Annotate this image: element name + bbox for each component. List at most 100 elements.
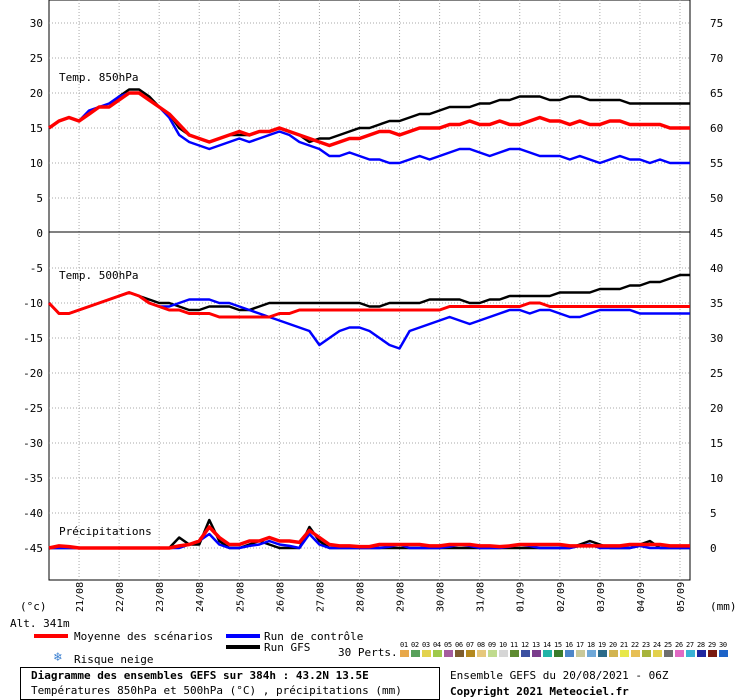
pert-swatch — [543, 650, 552, 657]
left-tick-label: -25 — [23, 402, 43, 415]
left-tick-label: 25 — [30, 52, 43, 65]
legend-gfs-line — [226, 645, 260, 649]
pert-number: 29 — [708, 641, 716, 649]
pert-number: 17 — [576, 641, 584, 649]
pert-swatch — [708, 650, 717, 657]
pert-swatch — [455, 650, 464, 657]
pert-swatch — [565, 650, 574, 657]
date-tick-label: 27/08 — [315, 582, 326, 612]
pert-number: 18 — [587, 641, 595, 649]
pert-number: 19 — [598, 641, 606, 649]
left-axis-ticks: 30 25 20 15 10 5 0 -5 -10 -15 -20 -25 -30 -35 -40 -45 — [23, 17, 43, 555]
pert-number: 20 — [609, 641, 617, 649]
pert-number: 02 — [411, 641, 419, 649]
legend-control-line — [226, 634, 260, 638]
pert-swatch — [675, 650, 684, 657]
pert-swatch — [521, 650, 530, 657]
left-tick-label: -40 — [23, 507, 43, 520]
left-tick-label: 0 — [36, 227, 43, 240]
pert-number: 09 — [488, 641, 496, 649]
pert-number: 01 — [400, 641, 408, 649]
left-tick-label: 15 — [30, 122, 43, 135]
pert-swatch — [653, 650, 662, 657]
left-tick-label: 30 — [30, 17, 43, 30]
series-moyenne-des-scenarios-panel-2 — [47, 291, 690, 319]
legend-mean-line — [34, 634, 68, 638]
right-axis-unit: (mm) — [710, 600, 737, 613]
panel-label-500: Temp. 500hPa — [59, 269, 138, 282]
right-tick-label: 60 — [710, 122, 723, 135]
date-tick-label: 01/09 — [516, 582, 527, 612]
series-lines — [47, 88, 690, 550]
right-tick-label: 70 — [710, 52, 723, 65]
right-tick-label: 75 — [710, 17, 723, 30]
right-tick-label: 5 — [710, 507, 717, 520]
date-tick-label: 22/08 — [115, 582, 126, 612]
date-tick-label: 04/09 — [636, 582, 647, 612]
series-moyenne-des-scenarios-panel-3 — [48, 525, 690, 550]
right-tick-label: 0 — [710, 542, 717, 555]
date-tick-label: 23/08 — [155, 582, 166, 612]
legend-snow-label: Risque neige — [74, 653, 154, 666]
left-tick-label: 10 — [30, 157, 43, 170]
pert-swatch — [444, 650, 453, 657]
pert-swatch — [466, 650, 475, 657]
footer-title: Diagramme des ensembles GEFS sur 384h : … — [31, 669, 369, 682]
legend-gfs-label: Run GFS — [264, 641, 311, 654]
pert-swatch — [664, 650, 673, 657]
pert-number: 03 — [422, 641, 430, 649]
perturbations-label: 30 Perts. — [338, 646, 398, 659]
pert-swatch — [620, 650, 629, 657]
pert-swatch — [554, 650, 563, 657]
series-run-gfs-panel-2 — [48, 273, 690, 315]
pert-number: 06 — [455, 641, 463, 649]
pert-number: 21 — [620, 641, 628, 649]
panel-label-precip: Précipitations — [59, 525, 152, 538]
date-tick-label: 03/09 — [596, 582, 607, 612]
footer-run-info: Ensemble GEFS du 20/08/2021 - 06Z — [450, 669, 669, 682]
pert-swatch — [499, 650, 508, 657]
pert-number: 14 — [543, 641, 551, 649]
pert-number: 10 — [499, 641, 507, 649]
left-tick-label: -20 — [23, 367, 43, 380]
pert-swatch — [719, 650, 728, 657]
pert-number: 24 — [653, 641, 661, 649]
left-tick-label: 20 — [30, 87, 43, 100]
pert-swatch — [422, 650, 431, 657]
right-tick-label: 65 — [710, 87, 723, 100]
right-tick-label: 20 — [710, 402, 723, 415]
pert-swatch — [488, 650, 497, 657]
pert-swatch — [609, 650, 618, 657]
series-moyenne-des-scenarios-panel-1 — [47, 91, 690, 148]
legend-control-label: Run de contrôle — [264, 630, 364, 643]
date-tick-label: 29/08 — [396, 582, 407, 612]
footer-copyright: Copyright 2021 Meteociel.fr — [450, 685, 629, 698]
pert-swatch — [631, 650, 640, 657]
pert-swatch — [433, 650, 442, 657]
right-tick-label: 25 — [710, 367, 723, 380]
pert-swatch — [400, 650, 409, 657]
pert-number: 28 — [697, 641, 705, 649]
right-tick-label: 40 — [710, 262, 723, 275]
pert-number: 23 — [642, 641, 650, 649]
right-tick-label: 50 — [710, 192, 723, 205]
pert-swatch — [642, 650, 651, 657]
pert-swatch — [576, 650, 585, 657]
pert-swatch — [598, 650, 607, 657]
left-tick-label: -10 — [23, 297, 43, 310]
left-axis-unit: (°c) — [20, 600, 47, 613]
pert-number: 27 — [686, 641, 694, 649]
pert-swatch — [686, 650, 695, 657]
x-axis-date-labels: 21/08 22/08 23/08 24/08 25/08 26/08 27/08 28/08… — [75, 582, 687, 612]
right-tick-label: 35 — [710, 297, 723, 310]
altitude-label: Alt. 341m — [10, 617, 70, 630]
right-tick-label: 55 — [710, 157, 723, 170]
left-tick-label: -45 — [23, 542, 43, 555]
right-tick-label: 15 — [710, 437, 723, 450]
pert-number: 13 — [532, 641, 540, 649]
left-tick-label: -30 — [23, 437, 43, 450]
pert-swatch — [587, 650, 596, 657]
pert-swatch — [697, 650, 706, 657]
pert-number: 16 — [565, 641, 573, 649]
